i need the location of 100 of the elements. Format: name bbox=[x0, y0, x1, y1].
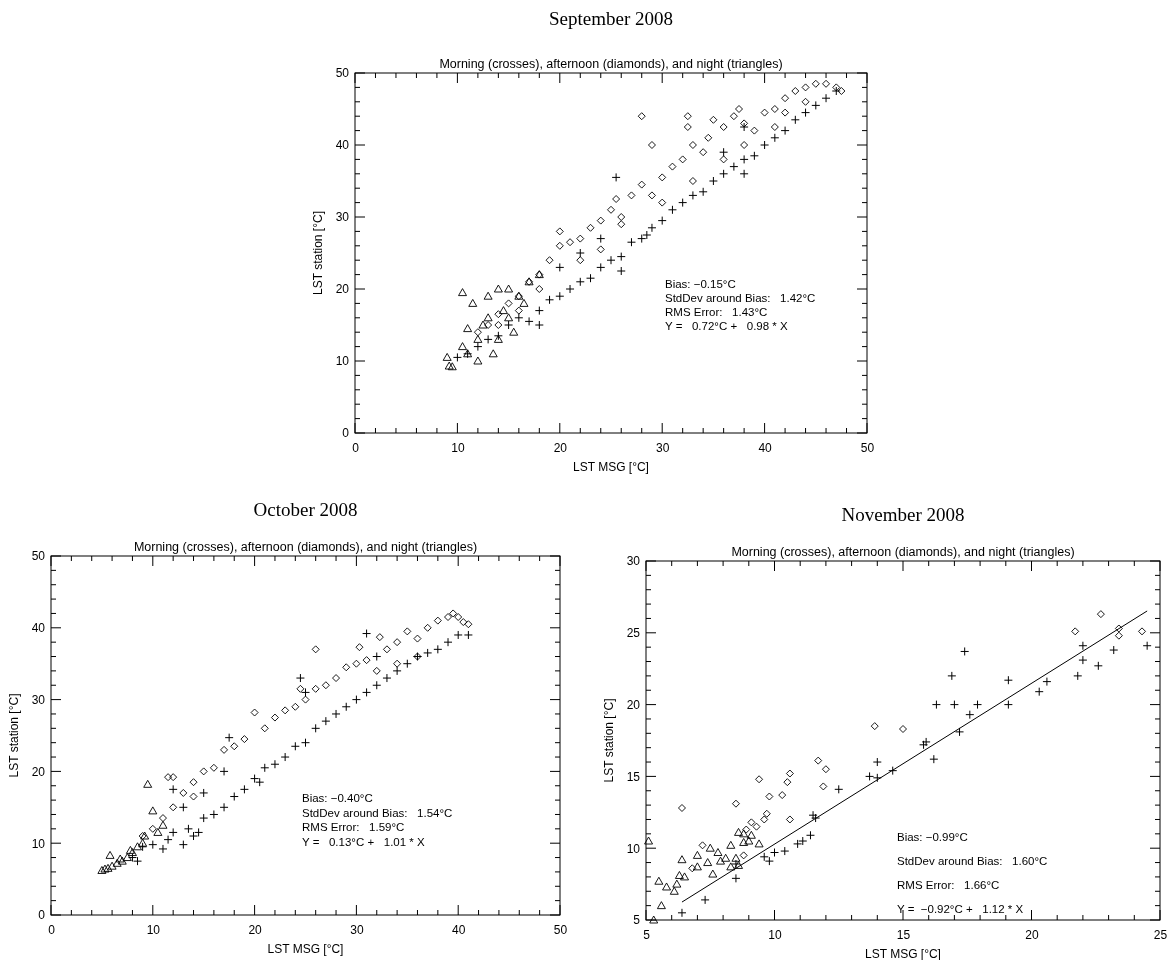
point bbox=[698, 187, 708, 197]
point bbox=[178, 802, 188, 812]
x-tick-label: 20 bbox=[1025, 927, 1039, 942]
point bbox=[739, 122, 749, 132]
point bbox=[494, 321, 503, 329]
x-tick-label: 40 bbox=[758, 440, 773, 455]
point bbox=[739, 829, 749, 838]
point bbox=[680, 872, 689, 881]
point bbox=[586, 273, 596, 283]
point bbox=[781, 94, 790, 103]
point bbox=[148, 840, 158, 850]
point bbox=[754, 839, 764, 848]
point bbox=[153, 827, 163, 836]
annotation: RMS Error: 1.43°C bbox=[665, 306, 768, 318]
point bbox=[159, 814, 167, 823]
point bbox=[1034, 687, 1044, 697]
point bbox=[260, 724, 269, 733]
point bbox=[576, 256, 585, 265]
point bbox=[362, 687, 372, 697]
point bbox=[301, 695, 310, 704]
point bbox=[729, 162, 739, 172]
chart-title: September 2008 bbox=[548, 8, 674, 29]
point bbox=[732, 799, 740, 808]
point bbox=[781, 108, 790, 117]
point bbox=[616, 266, 626, 276]
point bbox=[1003, 675, 1013, 685]
point bbox=[688, 864, 697, 873]
point bbox=[649, 915, 659, 924]
y-tick-label: 20 bbox=[335, 282, 350, 297]
point bbox=[555, 262, 565, 272]
point bbox=[301, 738, 310, 748]
point bbox=[596, 234, 606, 244]
point bbox=[616, 252, 626, 262]
point bbox=[811, 79, 820, 88]
point bbox=[566, 238, 574, 247]
point bbox=[555, 227, 564, 236]
point bbox=[683, 123, 692, 131]
point bbox=[700, 895, 710, 905]
point bbox=[648, 191, 656, 200]
point bbox=[742, 825, 751, 834]
point bbox=[740, 141, 749, 149]
point bbox=[658, 198, 667, 207]
point bbox=[617, 213, 626, 221]
point bbox=[473, 356, 483, 365]
point bbox=[393, 638, 402, 647]
y-axis-title: LST station [°C] bbox=[311, 211, 325, 295]
point bbox=[739, 851, 748, 860]
point bbox=[362, 656, 371, 665]
chart-title: November 2008 bbox=[841, 504, 965, 525]
point bbox=[703, 858, 713, 867]
point bbox=[783, 778, 792, 787]
x-tick-label: 25 bbox=[1153, 927, 1168, 942]
point bbox=[713, 848, 723, 856]
point bbox=[169, 773, 178, 782]
point bbox=[504, 299, 513, 308]
point bbox=[239, 784, 249, 794]
point bbox=[929, 754, 939, 764]
point bbox=[375, 633, 384, 642]
x-tick-label: 30 bbox=[350, 922, 364, 937]
point bbox=[423, 648, 433, 658]
point bbox=[750, 126, 759, 135]
point bbox=[311, 684, 320, 693]
point bbox=[488, 349, 498, 358]
point bbox=[1071, 627, 1080, 636]
point bbox=[644, 836, 654, 845]
point bbox=[1114, 631, 1123, 640]
point bbox=[760, 140, 770, 150]
point bbox=[899, 725, 907, 733]
point bbox=[271, 713, 279, 722]
point bbox=[148, 824, 157, 833]
point bbox=[692, 850, 702, 859]
annotation: StdDev around Bias: 1.42°C bbox=[665, 292, 816, 304]
point bbox=[739, 838, 749, 846]
point bbox=[189, 778, 198, 787]
point bbox=[678, 198, 688, 208]
point bbox=[140, 831, 150, 840]
point bbox=[729, 112, 738, 121]
point bbox=[463, 324, 473, 333]
point bbox=[705, 843, 715, 852]
point bbox=[209, 763, 218, 772]
point bbox=[770, 133, 780, 143]
point bbox=[814, 756, 823, 765]
point bbox=[442, 352, 452, 361]
point bbox=[509, 327, 519, 336]
point bbox=[677, 908, 687, 918]
point bbox=[611, 172, 621, 182]
point bbox=[555, 291, 565, 301]
point bbox=[765, 792, 774, 801]
point bbox=[791, 87, 800, 95]
point bbox=[793, 839, 803, 849]
point bbox=[627, 191, 636, 200]
y-tick-label: 15 bbox=[626, 769, 641, 784]
point bbox=[382, 673, 392, 683]
x-tick-label: 15 bbox=[896, 927, 911, 942]
x-tick-label: 20 bbox=[248, 922, 263, 937]
point bbox=[499, 306, 508, 315]
point bbox=[209, 809, 219, 819]
y-axis-title: LST station [°C] bbox=[602, 698, 616, 783]
point bbox=[746, 830, 756, 839]
point bbox=[342, 663, 351, 672]
